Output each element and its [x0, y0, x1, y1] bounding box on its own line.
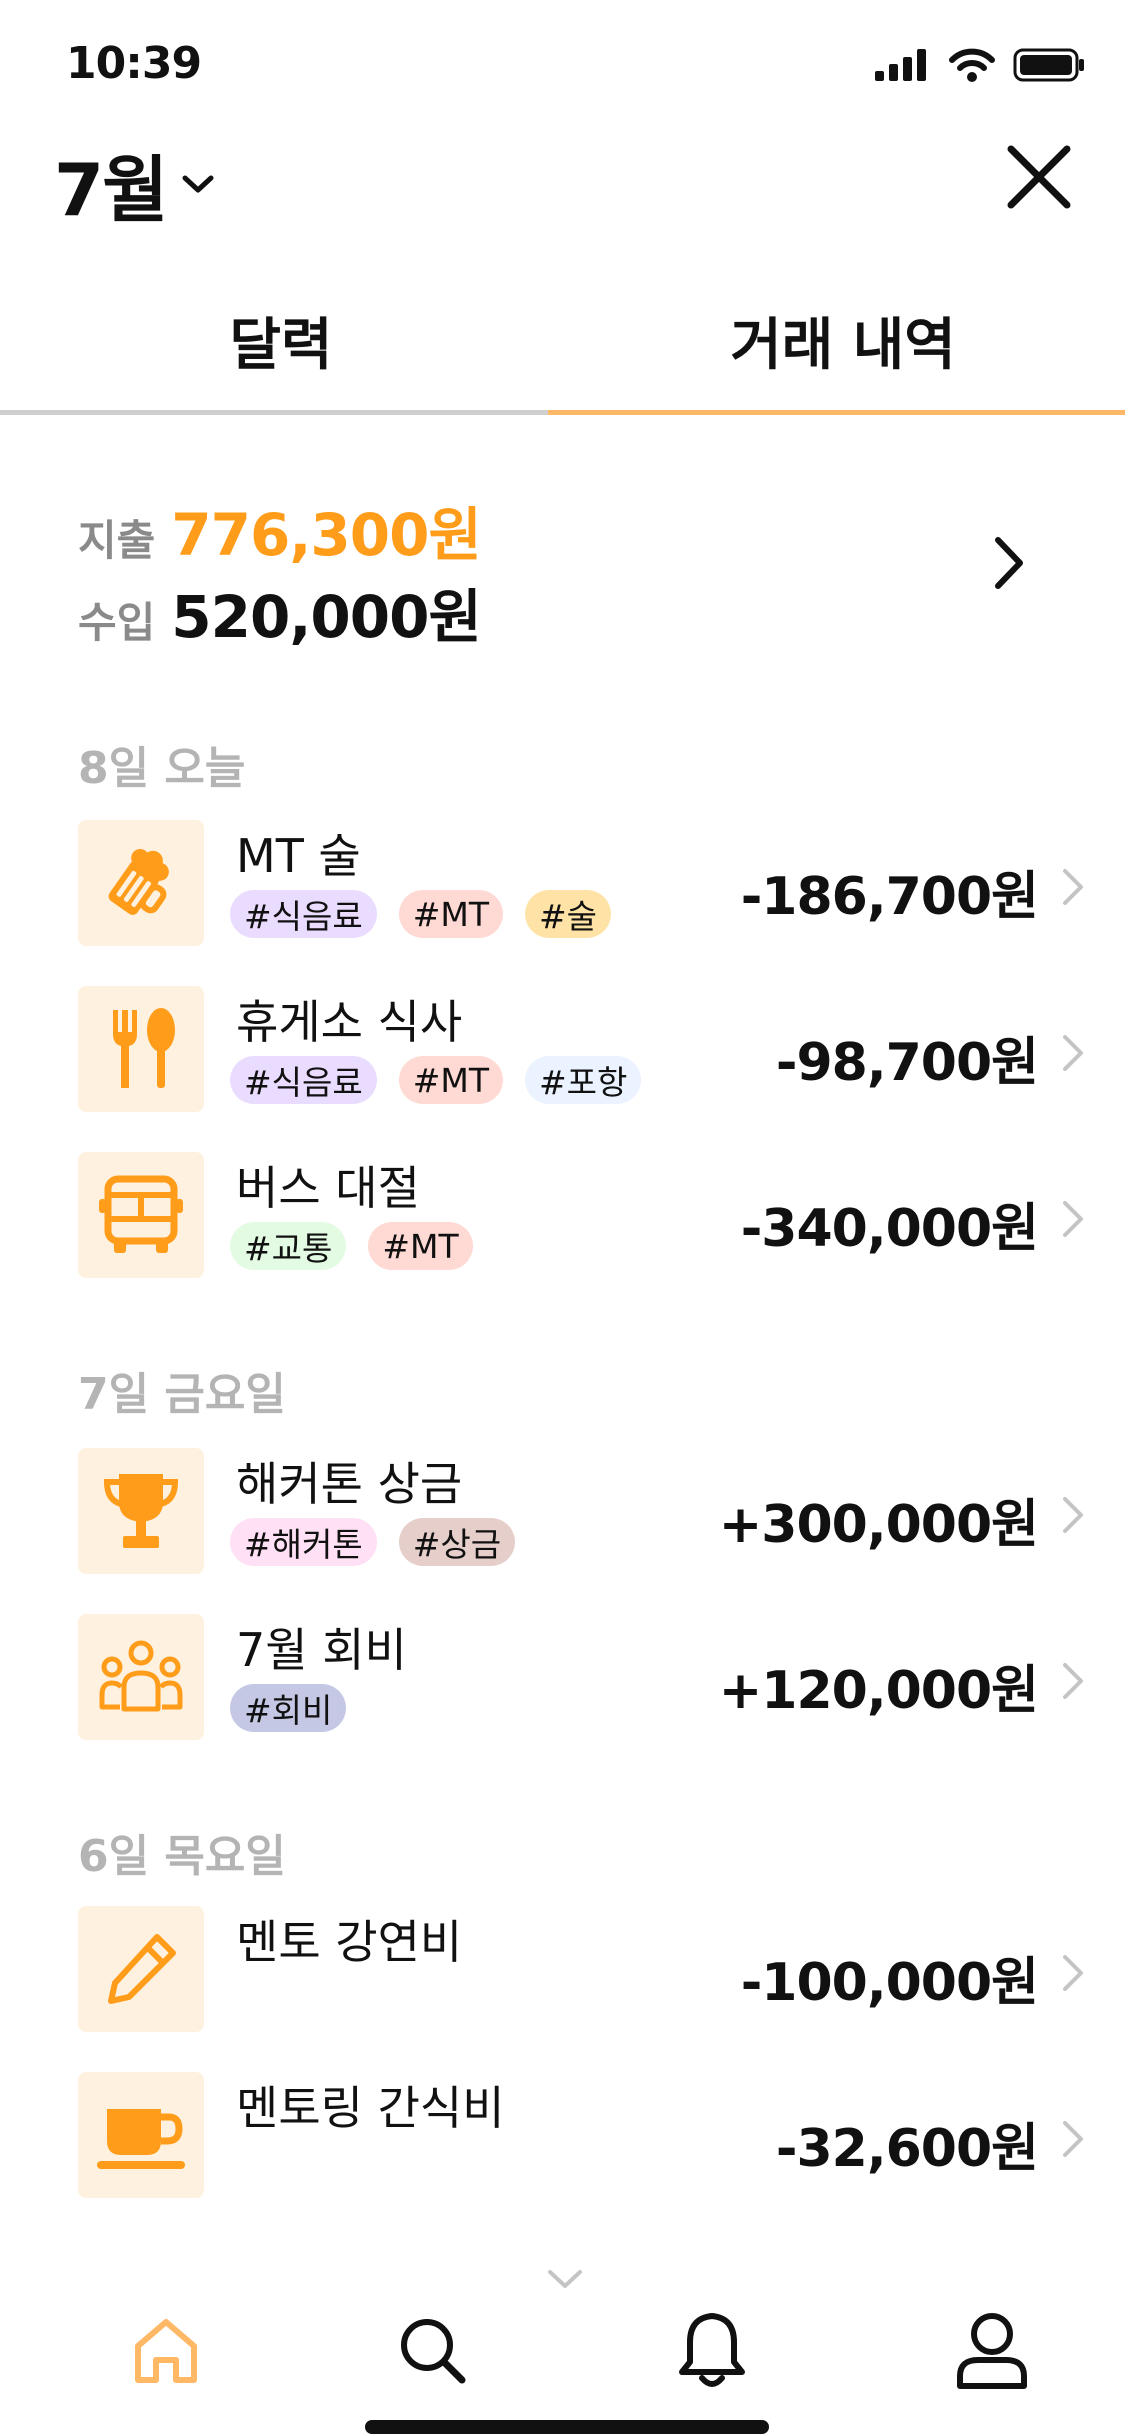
wifi-icon	[949, 48, 995, 82]
close-icon[interactable]	[999, 137, 1079, 217]
home-indicator	[365, 2420, 769, 2434]
tag-list: #식음료 #MT #술	[230, 890, 612, 938]
transaction-row[interactable]: 휴게소 식사 #식음료 #MT #포항 -98,700원	[78, 986, 1088, 1116]
expense-label: 지출	[78, 516, 156, 565]
tag-list: #회비	[230, 1684, 347, 1732]
tab-active-indicator	[548, 410, 1125, 415]
search-icon	[401, 2319, 466, 2384]
transaction-row[interactable]: 버스 대절 #교통 #MT -340,000원	[78, 1152, 1088, 1282]
nav-search[interactable]	[382, 2300, 482, 2400]
trophy-icon	[78, 1448, 204, 1574]
tag-list: #교통 #MT	[230, 1222, 473, 1270]
transaction-title: 휴게소 식사	[236, 995, 463, 1049]
status-icons	[875, 48, 1085, 82]
transaction-amount: -98,700원	[775, 1033, 1039, 1093]
transaction-row[interactable]: 멘토링 간식비 -32,600원	[78, 2072, 1088, 2202]
beer-icon	[78, 820, 204, 946]
transaction-amount: +120,000원	[718, 1661, 1039, 1721]
chevron-right-icon	[1063, 1955, 1083, 1991]
chevron-down-icon	[182, 175, 214, 192]
tag: #MT	[368, 1222, 473, 1270]
tab-transaction-history[interactable]: 거래 내역	[730, 312, 956, 378]
transaction-title: 버스 대절	[236, 1161, 420, 1215]
chevron-down-icon[interactable]	[545, 2266, 585, 2292]
tag-list: #해커톤 #상금	[230, 1518, 516, 1566]
transaction-title: 7월 회비	[236, 1623, 407, 1677]
chevron-right-icon	[1063, 1035, 1083, 1071]
transaction-title: MT 술	[236, 829, 361, 883]
date-header: 6일 목요일	[78, 1831, 286, 1882]
transaction-amount: +300,000원	[718, 1495, 1039, 1555]
expense-row: 지출 776,300원	[78, 488, 1058, 570]
transaction-row[interactable]: 멘토 강연비 -100,000원	[78, 1906, 1088, 2036]
income-value: 520,000원	[171, 583, 482, 651]
status-time: 10:39	[66, 38, 202, 89]
transaction-amount: -340,000원	[740, 1199, 1039, 1259]
tag: #해커톤	[230, 1518, 377, 1566]
signal-icon	[875, 49, 926, 81]
transaction-amount: -186,700원	[740, 867, 1039, 927]
transaction-row[interactable]: 7월 회비 #회비 +120,000원	[78, 1614, 1088, 1744]
month-label: 7월	[54, 148, 168, 232]
tag: #술	[525, 890, 612, 938]
income-row: 수입 520,000원	[78, 570, 1058, 652]
chevron-right-icon	[1063, 869, 1083, 905]
chevron-right-icon	[1063, 1201, 1083, 1237]
expense-value: 776,300원	[171, 501, 482, 569]
transaction-title: 해커톤 상금	[236, 1457, 463, 1511]
profile-icon	[957, 2313, 1027, 2389]
tag: #MT	[398, 1056, 504, 1104]
transaction-row[interactable]: MT 술 #식음료 #MT #술 -186,700원	[78, 820, 1088, 950]
tag: #포항	[525, 1056, 642, 1104]
header: 7월	[0, 125, 1125, 235]
chevron-right-icon	[1063, 1663, 1083, 1699]
nav-profile[interactable]	[942, 2300, 1042, 2400]
bell-icon	[679, 2313, 745, 2387]
month-selector[interactable]: 7월	[54, 131, 216, 236]
battery-icon	[1013, 48, 1084, 82]
transaction-row[interactable]: 해커톤 상금 #해커톤 #상금 +300,000원	[78, 1448, 1088, 1578]
home-icon	[135, 2319, 197, 2383]
tab-bar: 달력 거래 내역	[0, 265, 1125, 415]
utensils-icon	[78, 986, 204, 1112]
transaction-amount: -100,000원	[740, 1953, 1039, 2013]
group-icon	[78, 1614, 204, 1740]
tag: #회비	[230, 1684, 347, 1732]
pencil-icon	[78, 1906, 204, 2032]
tab-divider	[0, 410, 548, 415]
nav-home[interactable]	[116, 2300, 216, 2400]
tag: #상금	[398, 1518, 516, 1566]
nav-notifications[interactable]	[662, 2300, 762, 2400]
income-label: 수입	[78, 598, 156, 647]
tab-calendar[interactable]: 달력	[229, 312, 333, 378]
bus-icon	[78, 1152, 204, 1278]
bottom-nav	[0, 2300, 1125, 2400]
coffee-icon	[78, 2072, 204, 2198]
date-header: 8일 오늘	[78, 743, 246, 794]
tag: #MT	[398, 890, 504, 938]
monthly-summary[interactable]: 지출 776,300원 수입 520,000원	[78, 488, 1058, 651]
transaction-title: 멘토 강연비	[236, 1915, 463, 1969]
tag: #교통	[230, 1222, 347, 1270]
tag: #식음료	[230, 890, 377, 938]
chevron-right-icon[interactable]	[984, 528, 1034, 598]
tag: #식음료	[230, 1056, 377, 1104]
tag-list: #식음료 #MT #포항	[230, 1056, 642, 1104]
date-header: 7일 금요일	[78, 1369, 286, 1420]
transaction-amount: -32,600원	[775, 2119, 1039, 2179]
chevron-right-icon	[1063, 1497, 1083, 1533]
transaction-title: 멘토링 간식비	[236, 2081, 505, 2135]
status-bar: 10:39	[0, 0, 1125, 120]
chevron-right-icon	[1063, 2121, 1083, 2157]
